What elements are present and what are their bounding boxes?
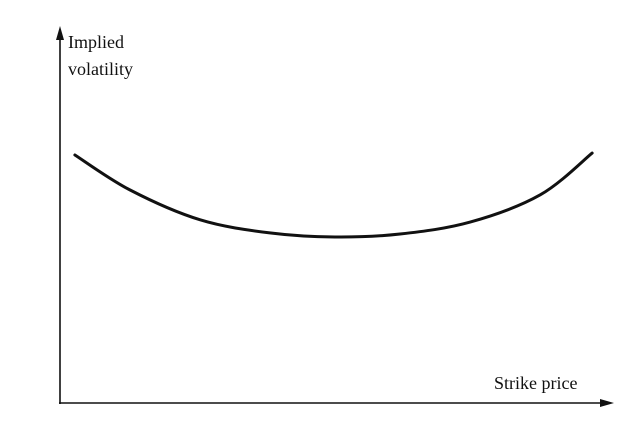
- y-axis-arrow: [56, 26, 64, 40]
- smile-curve: [73, 151, 594, 239]
- y-axis-label: volatility: [68, 59, 133, 79]
- x-axis-label: Strike price: [494, 373, 577, 393]
- x-axis-arrow: [600, 399, 614, 407]
- y-axis-label: Implied: [68, 32, 124, 52]
